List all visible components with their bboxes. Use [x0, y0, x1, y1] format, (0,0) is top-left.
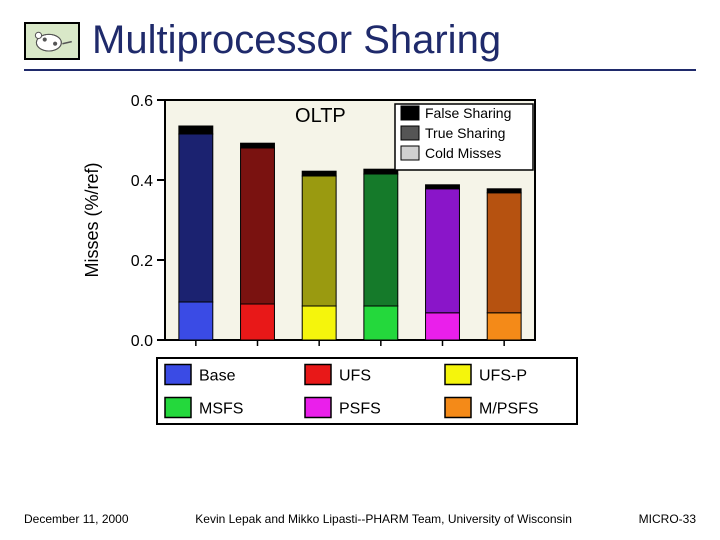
- bar-segment: [364, 169, 398, 174]
- bar-segment: [302, 306, 336, 340]
- svg-text:Base: Base: [199, 368, 236, 385]
- svg-text:0.0: 0.0: [131, 333, 153, 350]
- bar-segment: [426, 313, 460, 340]
- footer-date: December 11, 2000: [24, 512, 129, 526]
- chart: 0.0 0.2 0.4 0.6 Misses (%/ref) OLTP False Shar…: [70, 90, 650, 470]
- bar-segment: [179, 134, 213, 302]
- bar-segment: [426, 189, 460, 313]
- bar-segment: [179, 302, 213, 340]
- svg-text:Cold Misses: Cold Misses: [425, 145, 501, 161]
- footer-center: Kevin Lepak and Mikko Lipasti--PHARM Tea…: [129, 512, 639, 526]
- svg-text:UFS: UFS: [339, 368, 371, 385]
- svg-text:UFS-P: UFS-P: [479, 368, 527, 385]
- svg-text:0.6: 0.6: [131, 93, 153, 110]
- legend-swatch: [305, 398, 331, 418]
- svg-text:OLTP: OLTP: [295, 105, 346, 127]
- slide: Multiprocessor Sharing 0.0 0.2 0.4 0.6 Misse…: [0, 0, 720, 540]
- legend-swatch: [305, 365, 331, 385]
- logo-icon: [24, 22, 80, 60]
- bar-segment: [302, 171, 336, 176]
- bar-segment: [487, 313, 521, 340]
- legend-swatch: [165, 365, 191, 385]
- header: Multiprocessor Sharing: [24, 18, 696, 71]
- bar-segment: [364, 306, 398, 340]
- bar-segment: [179, 126, 213, 134]
- svg-text:True Sharing: True Sharing: [425, 125, 505, 141]
- svg-text:False Sharing: False Sharing: [425, 105, 511, 121]
- svg-text:M/PSFS: M/PSFS: [479, 401, 539, 418]
- bar-segment: [426, 185, 460, 189]
- bar-segment: [241, 148, 275, 304]
- svg-text:PSFS: PSFS: [339, 401, 381, 418]
- svg-text:0.2: 0.2: [131, 253, 153, 270]
- legend-swatch: [165, 398, 191, 418]
- bar-segment: [241, 143, 275, 148]
- bar-segment: [364, 174, 398, 306]
- bar-segment: [487, 193, 521, 313]
- svg-text:Misses (%/ref): Misses (%/ref): [82, 162, 102, 277]
- legend-swatch: [445, 365, 471, 385]
- bar-segment: [302, 176, 336, 306]
- svg-text:MSFS: MSFS: [199, 401, 243, 418]
- page-title: Multiprocessor Sharing: [92, 18, 501, 63]
- footer-right: MICRO-33: [639, 512, 696, 526]
- footer: December 11, 2000 Kevin Lepak and Mikko …: [24, 512, 696, 526]
- bar-segment: [487, 189, 521, 193]
- bar-segment: [241, 304, 275, 340]
- svg-text:0.4: 0.4: [131, 173, 153, 190]
- legend-swatch: [445, 398, 471, 418]
